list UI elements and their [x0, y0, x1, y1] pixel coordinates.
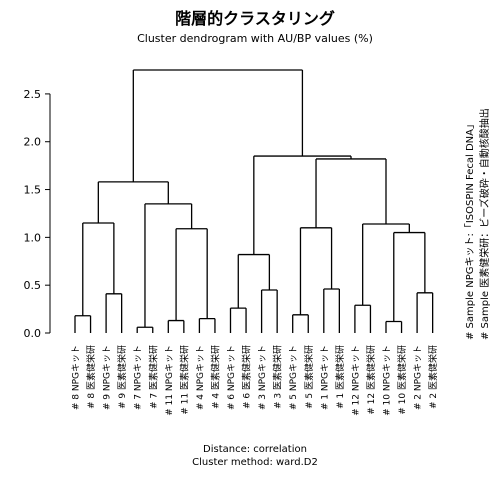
leaf-label: # 7 NPGキット: [134, 345, 144, 410]
dendrogram-node: [260, 289, 278, 333]
leaf-label: # 12 医素健栄研: [365, 345, 377, 415]
dendrogram-node: [315, 158, 387, 228]
leaf-label: # 8 NPGキット: [72, 345, 82, 410]
dendrogram-node: [132, 69, 304, 182]
leaf-label: # 2 医素健栄研: [427, 345, 439, 409]
leaf-label: # 4 医素健栄研: [209, 345, 221, 409]
leaf-label: # 3 NPGキット: [258, 345, 268, 410]
leaf-label: # 6 医素健栄研: [241, 345, 253, 409]
leaf-label: # 1 NPGキット: [320, 345, 330, 410]
leaf-label: # 8 医素健栄研: [85, 345, 97, 409]
y-tick-label: 2.5: [24, 88, 42, 101]
dendrogram-node: [198, 318, 216, 333]
leaf-label: # 5 医素健栄研: [303, 345, 315, 409]
y-tick-label: 0.5: [24, 279, 42, 292]
leaf-label: # 2 NPGキット: [414, 345, 424, 410]
dendrogram-node: [253, 155, 352, 255]
leaf-label: # 7 医素健栄研: [147, 345, 159, 409]
annotation: # Sample 医素健栄研：ビーズ破砕・自動核酸抽出: [478, 108, 491, 340]
leaf-label: # 11 医素健栄研: [178, 345, 190, 415]
leaf-label: # 10 NPGキット: [383, 345, 393, 416]
dendrogram-node: [97, 181, 169, 224]
dendrogram-node: [229, 307, 247, 333]
dendrogram-node: [416, 292, 434, 333]
leaf-label: # 1 医素健栄研: [334, 345, 346, 409]
dendrogram-node: [385, 320, 403, 333]
dendrogram-node: [144, 203, 193, 328]
chart-subtitle: Cluster dendrogram with AU/BP values (%): [137, 32, 373, 45]
dendrogram-node: [362, 223, 410, 306]
x-axis-label: Distance: correlation: [203, 444, 307, 455]
dendrogram-node: [393, 231, 426, 322]
leaf-label: # 3 医素健栄研: [272, 345, 284, 409]
leaf-label: # 9 NPGキット: [103, 345, 113, 410]
annotation: # Sample NPGキット:「ISOSPIN Fecal DNA」: [464, 119, 476, 340]
leaf-label: # 6 NPGキット: [227, 345, 237, 410]
chart-title: 階層的クラスタリング: [175, 9, 335, 28]
leaf-label: # 10 医素健栄研: [396, 345, 408, 415]
leaf-label: # 5 NPGキット: [289, 345, 299, 410]
dendrogram-node: [136, 326, 154, 333]
leaf-label: # 4 NPGキット: [196, 345, 206, 410]
method-label: Cluster method: ward.D2: [192, 457, 318, 468]
y-tick-label: 2.0: [24, 136, 42, 149]
y-tick-label: 1.5: [24, 184, 42, 197]
y-tick-label: 0.0: [24, 327, 42, 340]
leaf-label: # 11 NPGキット: [165, 345, 175, 416]
leaf-label: # 9 医素健栄研: [116, 345, 128, 409]
y-tick-label: 1.0: [24, 231, 42, 244]
leaf-label: # 12 NPGキット: [351, 345, 361, 416]
